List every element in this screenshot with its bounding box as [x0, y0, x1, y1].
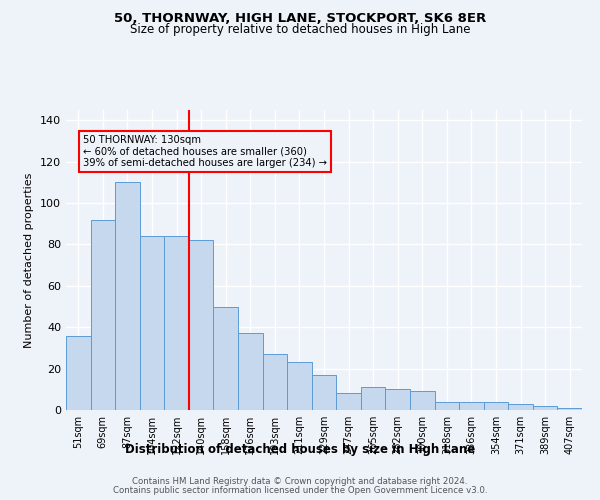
Bar: [91, 220, 115, 410]
Text: Distribution of detached houses by size in High Lane: Distribution of detached houses by size …: [125, 442, 475, 456]
Bar: [410, 392, 434, 410]
Bar: [287, 362, 312, 410]
Bar: [238, 334, 263, 410]
Bar: [533, 406, 557, 410]
Bar: [434, 402, 459, 410]
Bar: [164, 236, 189, 410]
Bar: [385, 390, 410, 410]
Y-axis label: Number of detached properties: Number of detached properties: [25, 172, 34, 348]
Text: Contains HM Land Registry data © Crown copyright and database right 2024.: Contains HM Land Registry data © Crown c…: [132, 478, 468, 486]
Bar: [361, 387, 385, 410]
Bar: [557, 408, 582, 410]
Bar: [263, 354, 287, 410]
Text: 50 THORNWAY: 130sqm
← 60% of detached houses are smaller (360)
39% of semi-detac: 50 THORNWAY: 130sqm ← 60% of detached ho…: [83, 135, 327, 168]
Bar: [66, 336, 91, 410]
Bar: [312, 375, 336, 410]
Bar: [115, 182, 140, 410]
Bar: [189, 240, 214, 410]
Bar: [508, 404, 533, 410]
Text: Size of property relative to detached houses in High Lane: Size of property relative to detached ho…: [130, 24, 470, 36]
Bar: [214, 306, 238, 410]
Text: 50, THORNWAY, HIGH LANE, STOCKPORT, SK6 8ER: 50, THORNWAY, HIGH LANE, STOCKPORT, SK6 …: [114, 12, 486, 26]
Text: Contains public sector information licensed under the Open Government Licence v3: Contains public sector information licen…: [113, 486, 487, 495]
Bar: [459, 402, 484, 410]
Bar: [336, 394, 361, 410]
Bar: [140, 236, 164, 410]
Bar: [484, 402, 508, 410]
